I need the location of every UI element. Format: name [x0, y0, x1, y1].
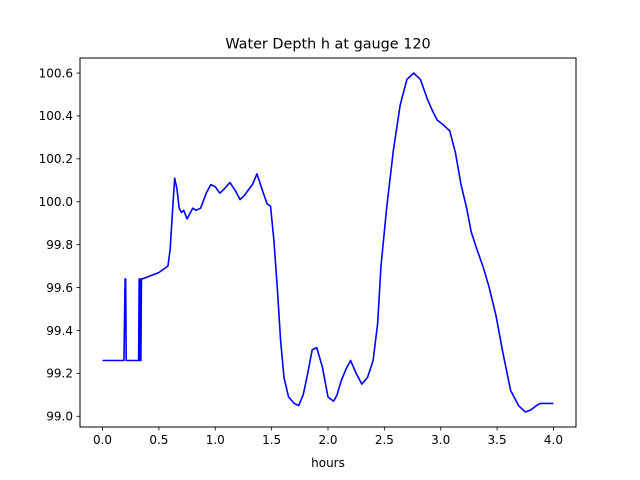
x-tick-label: 2.0	[318, 433, 337, 447]
x-tick-label: 2.5	[375, 433, 394, 447]
y-tick-label: 100.0	[39, 195, 73, 209]
x-tick-label: 1.0	[206, 433, 225, 447]
y-axis-ticks: 99.0 99.2 99.4 99.6 99.8 100.0 100.2 100.4 100.6	[39, 66, 80, 424]
x-tick-label: 3.5	[488, 433, 507, 447]
chart-title: Water Depth h at gauge 120	[225, 37, 430, 53]
y-tick-label: 99.2	[46, 367, 73, 381]
y-tick-label: 99.8	[46, 238, 73, 252]
x-tick-label: 4.0	[544, 433, 563, 447]
series-line	[102, 72, 554, 413]
series-layer	[102, 72, 554, 413]
y-tick-label: 99.4	[46, 324, 73, 338]
y-tick-label: 99.6	[46, 281, 73, 295]
y-tick-label: 100.4	[39, 109, 73, 123]
x-tick-label: 0.5	[149, 433, 168, 447]
y-tick-label: 99.0	[46, 410, 73, 424]
y-tick-label: 100.6	[39, 66, 73, 80]
x-tick-label: 0.0	[93, 433, 112, 447]
x-axis-label: hours	[311, 456, 345, 470]
x-tick-label: 1.5	[262, 433, 281, 447]
x-tick-label: 3.0	[431, 433, 450, 447]
x-axis-ticks: 0.0 0.5 1.0 1.5 2.0 2.5 3.0 3.5 4.0	[93, 427, 563, 447]
y-tick-label: 100.2	[39, 152, 73, 166]
